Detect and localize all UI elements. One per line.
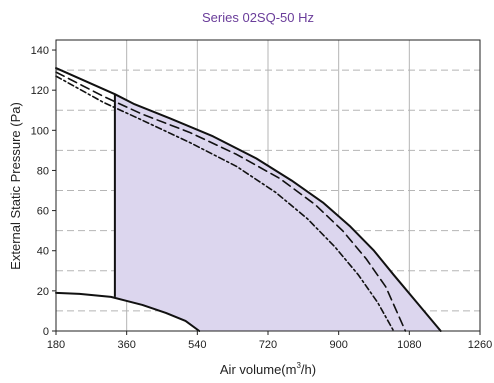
y-axis-label: External Static Pressure (Pa) (8, 102, 23, 270)
x-tick-label: 180 (47, 339, 65, 351)
y-tick-label: 20 (37, 286, 49, 298)
min-limit-curve (55, 291, 201, 332)
y-tick-label: 40 (37, 246, 49, 258)
x-ticks: 180 360 540 720 900 1080 1260 (47, 331, 492, 351)
low-speed-curve (55, 75, 395, 332)
y-tick-label: 0 (43, 326, 49, 338)
y-tick-label: 140 (31, 45, 49, 57)
x-tick-label: 540 (188, 339, 206, 351)
y-tick-label: 100 (31, 125, 49, 137)
operating-area (114, 94, 441, 331)
operating-area-fill (114, 94, 441, 331)
x-tick-label: 900 (329, 339, 347, 351)
y-tick-label: 120 (31, 85, 49, 97)
x-axis-label: Air volume(m3/h) (220, 361, 316, 377)
chart-title: Series 02SQ-50 Hz (202, 10, 314, 25)
x-tick-label: 1080 (397, 339, 421, 351)
y-tick-label: 80 (37, 165, 49, 177)
x-tick-label: 1260 (468, 339, 492, 351)
x-tick-label: 720 (259, 339, 277, 351)
mid-speed-curve (55, 71, 407, 332)
curves (55, 67, 442, 332)
max-speed-curve (55, 67, 442, 332)
x-tick-label: 360 (117, 339, 135, 351)
y-tick-label: 60 (37, 206, 49, 218)
y-ticks: 0 20 40 60 80 100 120 140 (31, 45, 56, 338)
